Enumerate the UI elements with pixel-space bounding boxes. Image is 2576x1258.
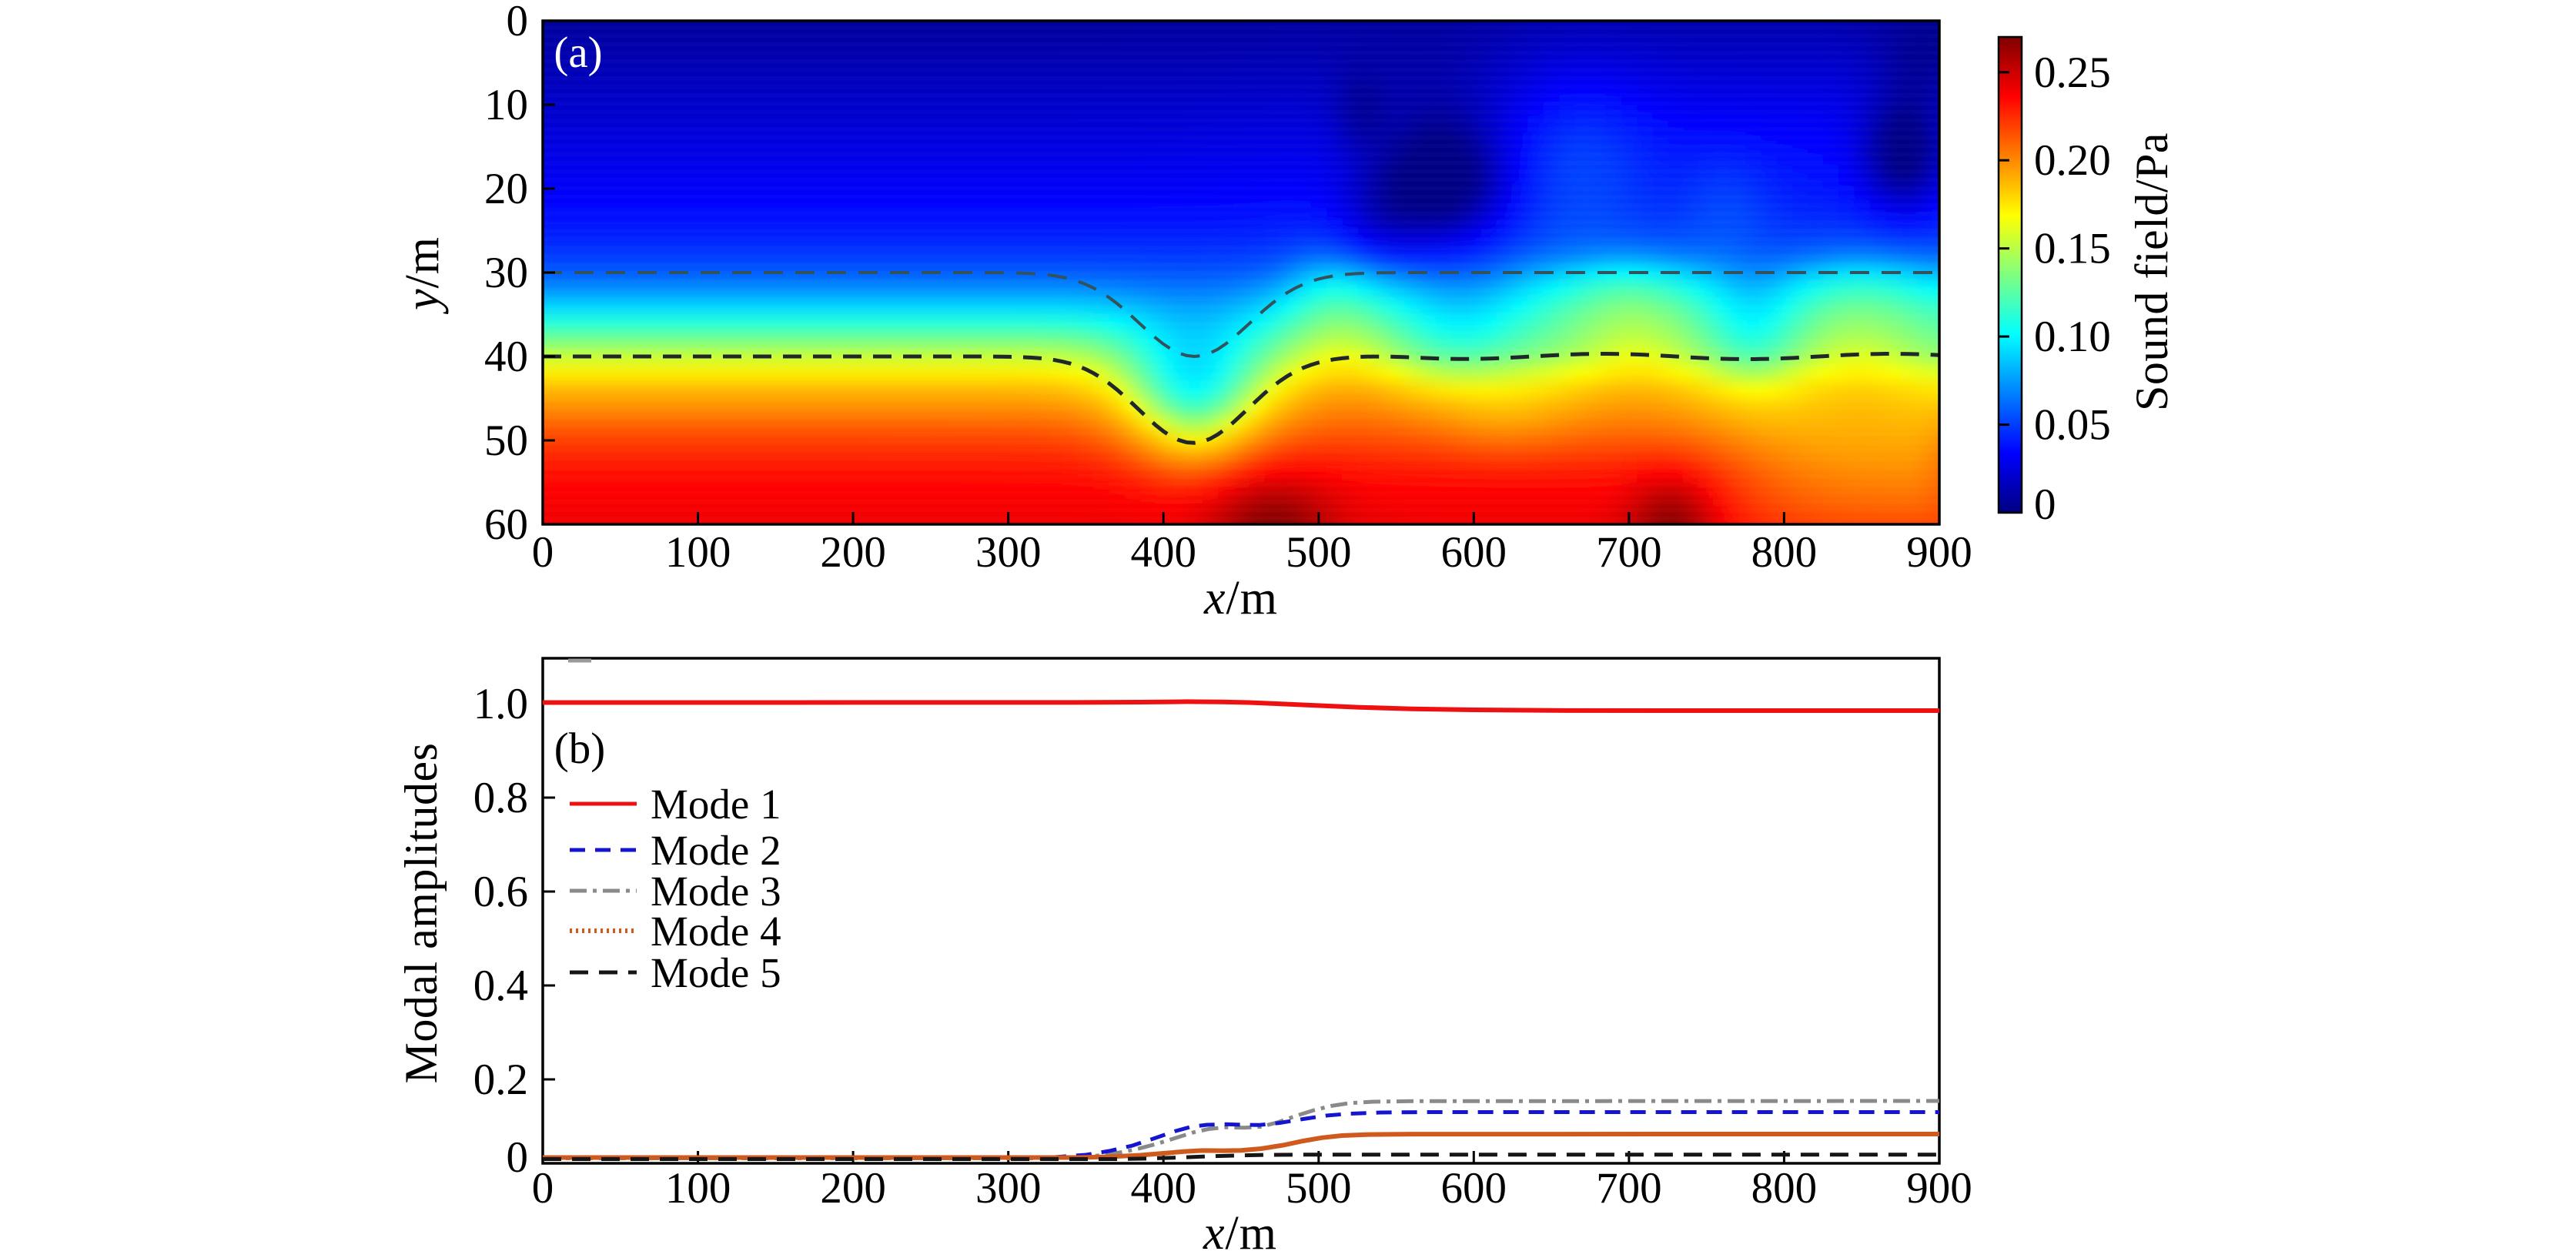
svg-text:0.20: 0.20 <box>2034 136 2111 185</box>
svg-text:100: 100 <box>665 528 731 577</box>
svg-text:Mode 3: Mode 3 <box>651 868 781 915</box>
svg-text:500: 500 <box>1286 1164 1352 1213</box>
svg-text:Mode 5: Mode 5 <box>651 949 781 996</box>
svg-text:(b): (b) <box>554 724 605 773</box>
svg-text:10: 10 <box>484 81 528 129</box>
svg-text:500: 500 <box>1286 528 1352 577</box>
svg-text:0.4: 0.4 <box>473 962 528 1010</box>
svg-text:700: 700 <box>1596 528 1662 577</box>
svg-text:800: 800 <box>1751 1164 1818 1213</box>
svg-text:600: 600 <box>1441 528 1507 577</box>
svg-text:50: 50 <box>484 417 528 465</box>
svg-text:300: 300 <box>975 1164 1042 1213</box>
svg-text:Mode 1: Mode 1 <box>651 781 781 828</box>
svg-text:0: 0 <box>532 1164 554 1213</box>
svg-text:0.6: 0.6 <box>473 868 528 916</box>
svg-text:0.25: 0.25 <box>2034 49 2111 97</box>
svg-text:0: 0 <box>532 528 554 577</box>
svg-text:Sound field/Pa: Sound field/Pa <box>2126 132 2177 411</box>
svg-text:x/m: x/m <box>1203 1207 1277 1258</box>
svg-text:200: 200 <box>820 1164 886 1213</box>
svg-text:30: 30 <box>484 249 528 297</box>
svg-text:100: 100 <box>665 1164 731 1213</box>
svg-text:Modal amplitudes: Modal amplitudes <box>396 743 447 1084</box>
svg-text:20: 20 <box>484 165 528 213</box>
svg-text:Mode 2: Mode 2 <box>651 827 781 874</box>
svg-text:0.8: 0.8 <box>473 774 528 822</box>
svg-text:800: 800 <box>1751 528 1818 577</box>
svg-text:0.05: 0.05 <box>2034 401 2111 450</box>
svg-text:y/m: y/m <box>396 236 449 315</box>
svg-text:0.10: 0.10 <box>2034 313 2111 361</box>
svg-text:x/m: x/m <box>1203 572 1278 624</box>
svg-text:0: 0 <box>507 1133 529 1182</box>
svg-text:0: 0 <box>2034 480 2056 529</box>
svg-text:40: 40 <box>484 333 528 381</box>
svg-text:0.15: 0.15 <box>2034 225 2111 273</box>
svg-text:(a): (a) <box>554 28 602 77</box>
svg-text:200: 200 <box>820 528 886 577</box>
svg-text:600: 600 <box>1441 1164 1507 1213</box>
svg-text:400: 400 <box>1130 1164 1196 1213</box>
svg-text:1.0: 1.0 <box>473 680 528 728</box>
svg-text:900: 900 <box>1906 528 1972 577</box>
svg-text:Mode 4: Mode 4 <box>651 908 781 955</box>
svg-text:400: 400 <box>1130 528 1196 577</box>
svg-text:700: 700 <box>1596 1164 1662 1213</box>
svg-text:300: 300 <box>975 528 1042 577</box>
svg-text:0.2: 0.2 <box>473 1056 528 1104</box>
svg-text:60: 60 <box>484 500 528 549</box>
svg-text:0: 0 <box>507 0 529 45</box>
svg-text:900: 900 <box>1906 1164 1972 1213</box>
